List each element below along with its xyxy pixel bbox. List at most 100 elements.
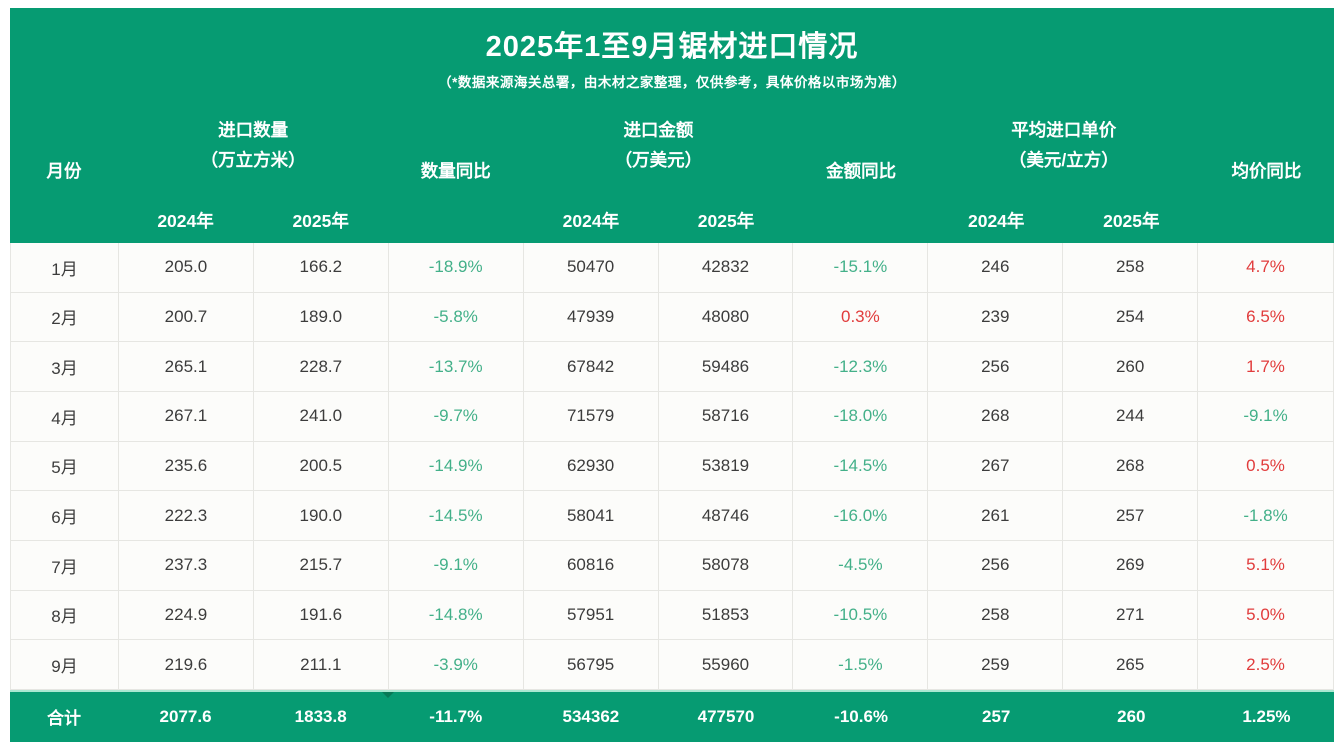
cell-qty-yoy: -5.8% — [389, 292, 524, 342]
cell-price-2024: 256 — [928, 342, 1064, 391]
table-row: 4月 267.1 241.0 -9.7% 71579 58716 -18.0% 268 244 -… — [11, 391, 1333, 442]
cell-month: 7月 — [11, 540, 119, 590]
cell-price-2024: 258 — [928, 590, 1064, 640]
cell-month: 3月 — [11, 342, 119, 391]
cell-amt-2024: 62930 — [524, 441, 659, 491]
quantity-group-title: 进口数量 — [218, 120, 289, 140]
cell-price-2025: 244 — [1063, 391, 1199, 441]
col-header-price-group: 平均进口单价 （美元/立方） — [929, 95, 1199, 195]
cell-qty-2024: 235.6 — [119, 441, 254, 491]
table-header-section: 2025年1至9月锯材进口情况 （*数据来源海关总署，由木材之家整理，仅供参考，… — [10, 8, 1334, 243]
cell-price-yoy: 5.1% — [1246, 555, 1285, 575]
cell-price-2024: 261 — [928, 491, 1064, 540]
cell-qty-2024: 219.6 — [119, 640, 254, 689]
amount-group-title: 进口金额 — [623, 120, 694, 140]
cell-amt-2025: 51853 — [659, 590, 794, 640]
col-header-amount-group: 进口金额 （万美元） — [523, 95, 793, 195]
cell-price-2025: 257 — [1063, 491, 1199, 540]
column-headers: 月份 进口数量 （万立方米） 数量同比 进口金额 （万美元） 金额同比 平均进口… — [10, 95, 1334, 247]
table-row: 1月 205.0 166.2 -18.9% 50470 42832 -15.1% 246 258… — [11, 243, 1333, 293]
cell-qty-2025: 189.0 — [254, 292, 389, 342]
table-row: 6月 222.3 190.0 -14.5% 58041 48746 -16.0% 261 257… — [11, 491, 1333, 541]
subcol-quantity-2025: 2025年 — [292, 211, 349, 231]
cell-amt-2024: 50470 — [524, 243, 659, 292]
table-row: 7月 237.3 215.7 -9.1% 60816 58078 -4.5% 256 269 5.… — [11, 540, 1333, 591]
cell-qty-2024: 200.7 — [119, 292, 254, 342]
cell-qty-yoy: -9.7% — [389, 391, 524, 441]
table-body: 1月 205.0 166.2 -18.9% 50470 42832 -15.1% 246 258… — [10, 243, 1334, 690]
total-qty-2024: 2077.6 — [159, 706, 212, 726]
cell-month: 8月 — [11, 590, 119, 640]
cell-amt-2024: 67842 — [524, 342, 659, 391]
page-title: 2025年1至9月锯材进口情况 — [485, 31, 859, 63]
cell-qty-2025: 191.6 — [254, 590, 389, 640]
cell-amt-2025: 53819 — [659, 441, 794, 491]
col-header-quantity-group: 进口数量 （万立方米） — [118, 95, 388, 195]
cell-amt-yoy: -10.5% — [793, 590, 929, 640]
col-header-price-yoy: 均价同比 — [1199, 95, 1334, 247]
cell-price-yoy: 2.5% — [1246, 654, 1285, 674]
cell-amt-2025: 48746 — [659, 491, 794, 540]
total-amt-2024: 534362 — [562, 706, 620, 726]
cell-qty-2025: 241.0 — [254, 391, 389, 441]
subcol-price-2025: 2025年 — [1103, 211, 1160, 231]
cell-price-2024: 256 — [928, 540, 1064, 590]
cell-amt-2025: 58716 — [659, 391, 794, 441]
cell-qty-2025: 228.7 — [254, 342, 389, 391]
cell-price-2024: 267 — [928, 441, 1064, 491]
cell-amt-2025: 48080 — [659, 292, 794, 342]
cell-price-yoy: 5.0% — [1246, 604, 1285, 624]
cell-amt-yoy: -1.5% — [793, 640, 929, 689]
total-amt-2025: 477570 — [697, 706, 755, 726]
subcol-quantity-2024: 2024年 — [157, 211, 214, 231]
cell-amt-2024: 60816 — [524, 540, 659, 590]
cell-qty-yoy: -14.5% — [389, 491, 524, 540]
cell-price-2025: 260 — [1063, 342, 1199, 391]
total-qty-yoy: -11.7% — [429, 706, 483, 726]
price-group-unit: （美元/立方） — [1008, 150, 1119, 170]
cell-price-2025: 258 — [1063, 243, 1199, 292]
amount-yoy-label: 金额同比 — [826, 161, 897, 181]
cell-qty-2025: 211.1 — [254, 640, 389, 689]
cell-amt-2024: 57951 — [524, 590, 659, 640]
cell-amt-2025: 42832 — [659, 243, 794, 292]
cell-price-yoy: -1.8% — [1243, 505, 1288, 525]
cell-amt-yoy: -4.5% — [793, 540, 929, 590]
col-header-amount-yoy: 金额同比 — [794, 95, 929, 247]
quantity-yoy-label: 数量同比 — [420, 161, 491, 181]
col-header-month-label: 月份 — [46, 161, 82, 181]
cell-amt-2024: 71579 — [524, 391, 659, 441]
table-row: 5月 235.6 200.5 -14.9% 62930 53819 -14.5% 267 268… — [11, 441, 1333, 492]
cell-price-2025: 265 — [1063, 640, 1199, 689]
cell-price-2025: 268 — [1063, 441, 1199, 491]
total-month: 合计 — [47, 709, 81, 729]
cell-price-2024: 268 — [928, 391, 1064, 441]
cell-amt-yoy: -14.5% — [793, 441, 929, 491]
cell-month: 4月 — [11, 391, 119, 441]
cell-qty-2025: 215.7 — [254, 540, 389, 590]
cell-amt-yoy: -18.0% — [793, 391, 929, 441]
table-row: 8月 224.9 191.6 -14.8% 57951 51853 -10.5% 258 271… — [11, 590, 1333, 641]
cell-amt-yoy: 0.3% — [793, 292, 929, 342]
cell-qty-yoy: -13.7% — [389, 342, 524, 391]
price-yoy-label: 均价同比 — [1231, 161, 1302, 181]
cell-price-2025: 254 — [1063, 292, 1199, 342]
cell-amt-yoy: -16.0% — [793, 491, 929, 540]
table-total-row: 合计 2077.6 1833.8 -11.7% 534362 477570 -1… — [10, 689, 1334, 742]
cell-month: 1月 — [11, 243, 119, 292]
total-price-2024: 257 — [982, 706, 1011, 726]
cell-qty-yoy: -14.8% — [389, 590, 524, 640]
total-amt-yoy: -10.6% — [834, 706, 889, 726]
cell-price-2025: 271 — [1063, 590, 1199, 640]
col-header-month: 月份 — [10, 95, 118, 247]
cell-month: 5月 — [11, 441, 119, 491]
total-qty-2025: 1833.8 — [294, 706, 347, 726]
cell-note-triangle-icon — [382, 691, 395, 698]
cell-amt-yoy: -15.1% — [793, 243, 929, 292]
cell-price-yoy: -9.1% — [1243, 406, 1288, 426]
price-group-title: 平均进口单价 — [1011, 120, 1117, 140]
cell-qty-2025: 166.2 — [254, 243, 389, 292]
quantity-group-unit: （万立方米） — [200, 150, 306, 170]
cell-month: 9月 — [11, 640, 119, 689]
cell-qty-2024: 237.3 — [119, 540, 254, 590]
